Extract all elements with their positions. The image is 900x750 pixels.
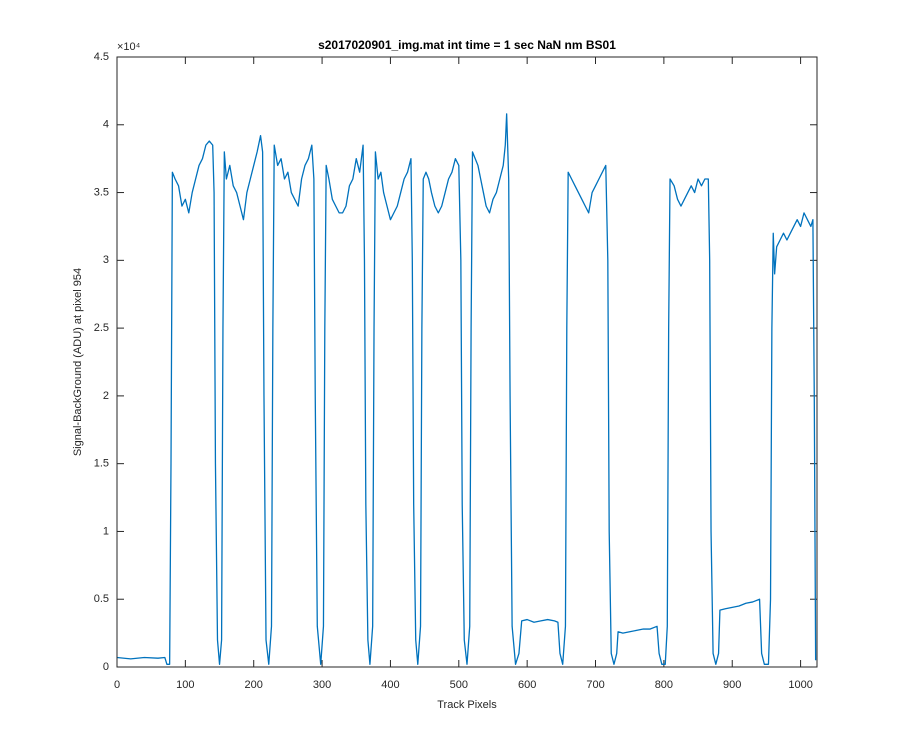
y-tick-label: 2.5 <box>94 322 109 334</box>
y-exponent: ×10⁴ <box>117 41 141 53</box>
x-tick-label: 0 <box>114 679 120 691</box>
plot-area <box>117 57 817 667</box>
y-tick-label: 3.5 <box>94 186 109 198</box>
x-axis-label: Track Pixels <box>437 699 497 711</box>
y-tick-label: 1 <box>103 525 109 537</box>
x-tick-label: 900 <box>723 679 741 691</box>
y-tick-label: 2 <box>103 390 109 402</box>
x-tick-label: 800 <box>655 679 673 691</box>
y-tick-label: 0 <box>103 661 109 673</box>
x-tick-label: 1000 <box>788 679 812 691</box>
y-tick-label: 1.5 <box>94 458 109 470</box>
y-tick-label: 0.5 <box>94 593 109 605</box>
y-tick-label: 4 <box>103 119 109 131</box>
data-line <box>116 113 817 665</box>
x-tick-label: 400 <box>381 679 399 691</box>
x-tick-label: 700 <box>586 679 604 691</box>
x-tick-label: 300 <box>313 679 331 691</box>
y-tick-label: 4.5 <box>94 51 109 63</box>
axes-box <box>116 56 818 668</box>
x-tick-label: 100 <box>176 679 194 691</box>
y-tick-label: 3 <box>103 254 109 266</box>
x-tick-label: 600 <box>518 679 536 691</box>
chart-title: s2017020901_img.mat int time = 1 sec NaN… <box>318 38 616 52</box>
y-axis-label: Signal-BackGround (ADU) at pixel 954 <box>72 268 84 456</box>
x-tick-label: 500 <box>450 679 468 691</box>
x-tick-label: 200 <box>245 679 263 691</box>
